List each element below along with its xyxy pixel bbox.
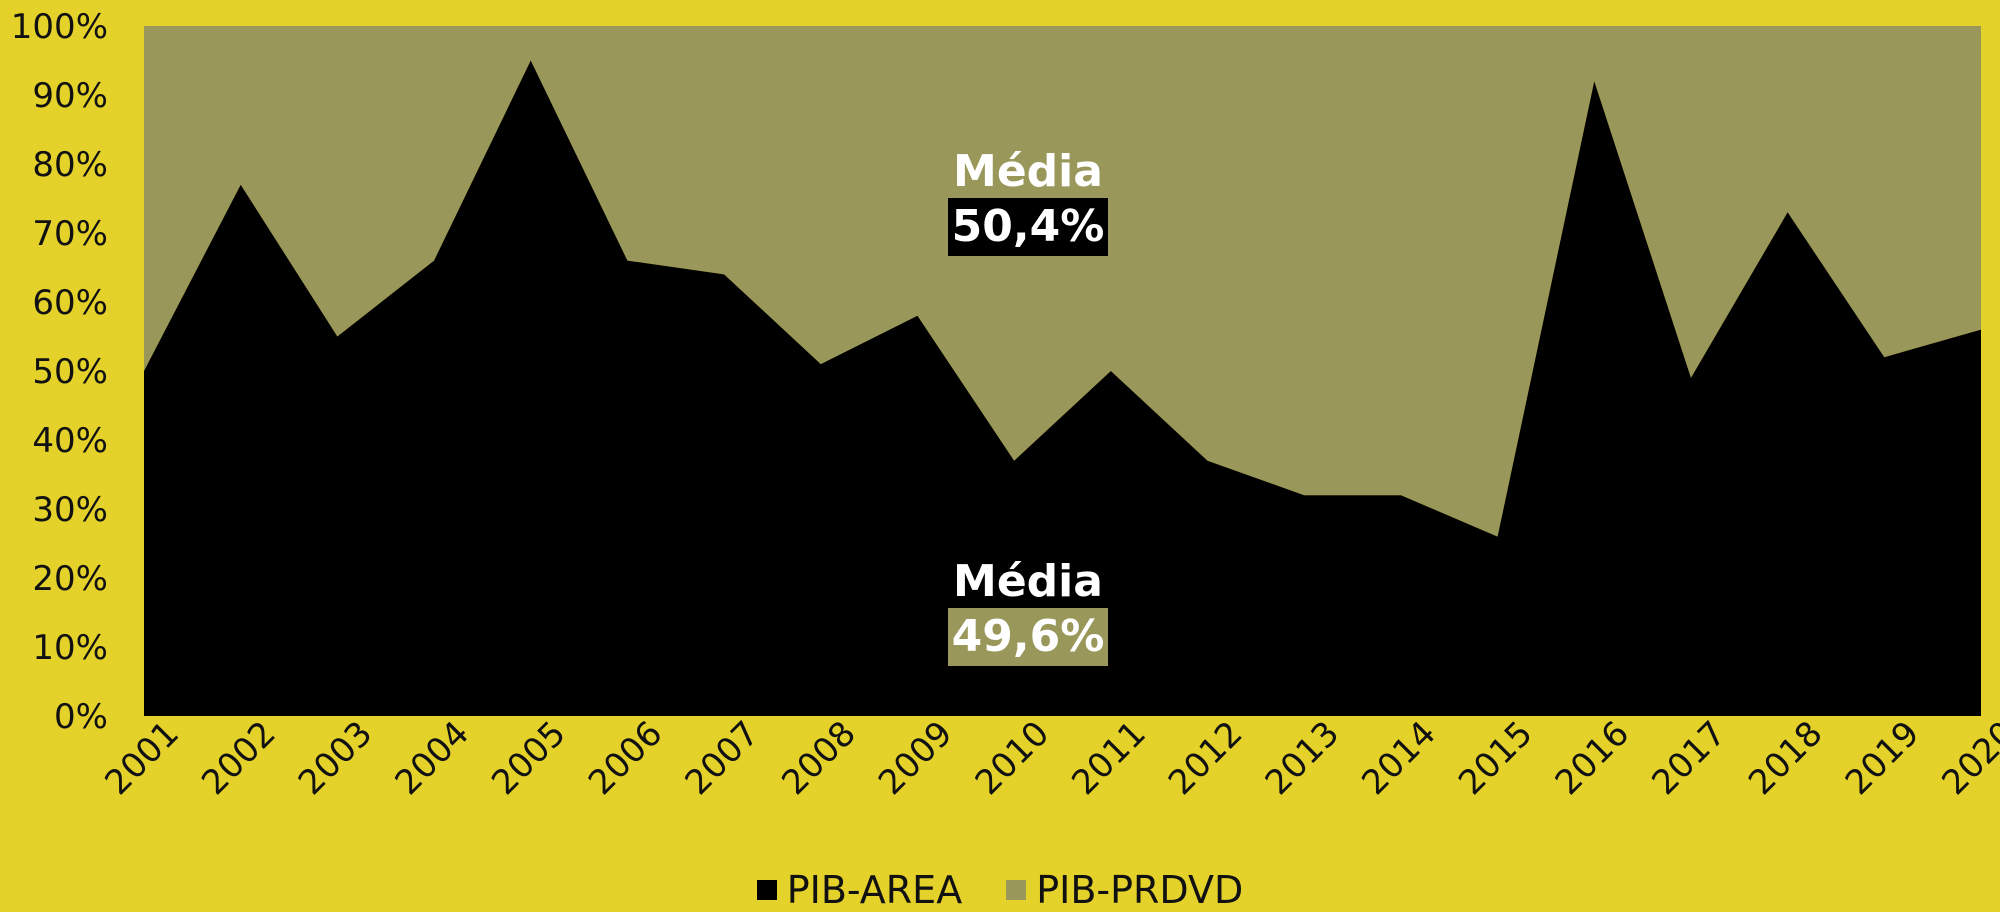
legend-item-pib-area[interactable]: PIB-AREA [756,868,963,912]
legend-label-pib-area: PIB-AREA [786,868,963,912]
y-tick-label: 60% [32,283,108,323]
y-tick-label: 40% [32,421,108,461]
y-tick-label: 80% [32,145,108,185]
y-tick-label: 30% [32,490,108,530]
y-tick-label: 100% [11,7,108,47]
annotation-lower-value: 49,6% [947,608,1109,666]
legend-item-pib-prdvd[interactable]: PIB-PRDVD [1006,868,1243,912]
x-tick-label: 2016 [1548,713,1637,802]
legend-swatch-pib-area [756,880,777,900]
legend-label-pib-prdvd: PIB-PRDVD [1036,868,1244,912]
x-tick-label: 2009 [871,713,960,802]
x-tick-label: 2015 [1451,713,1540,802]
legend: PIB-AREA PIB-PRDVD [0,868,2000,912]
x-tick-label: 2013 [1258,713,1347,802]
x-tick-label: 2008 [774,713,863,802]
x-tick-label: 2005 [484,713,573,802]
x-tick-label: 2019 [1838,713,1927,802]
stacked-area-chart: 0%10%20%30%40%50%60%70%80%90%100% 2001 20… [11,7,2000,803]
x-tick-label: 2003 [291,713,380,802]
x-tick-label: 2014 [1354,713,1443,802]
annotation-upper-value: 50,4% [947,198,1109,256]
annotation-lower-title: Média [953,556,1103,607]
x-tick-label: 2007 [678,713,767,802]
y-tick-label: 90% [32,76,108,116]
area-series-pib-prdvd [144,26,1981,537]
annotation-lower-average: Média 49,6% [878,556,1178,666]
x-tick-label: 2012 [1161,713,1250,802]
annotation-upper-average: Média 50,4% [878,146,1178,256]
x-tick-label: 2010 [968,713,1057,802]
y-tick-label: 0% [54,697,108,737]
y-tick-label: 70% [32,214,108,254]
x-tick-label: 2002 [194,713,283,802]
y-tick-label: 50% [32,352,108,392]
x-tick-label: 2006 [581,713,670,802]
x-tick-label: 2001 [97,713,186,802]
x-tick-label: 2004 [388,713,477,802]
annotation-upper-title: Média [953,146,1103,197]
x-tick-label: 2017 [1644,713,1733,802]
x-tick-label: 2018 [1741,713,1830,802]
area-series-pib-area [144,60,1981,716]
y-tick-label: 20% [32,559,108,599]
legend-swatch-pib-prdvd [1006,880,1027,900]
y-tick-label: 10% [32,628,108,668]
x-tick-label: 2011 [1064,713,1153,802]
x-tick-label: 2020 [1934,713,2000,802]
